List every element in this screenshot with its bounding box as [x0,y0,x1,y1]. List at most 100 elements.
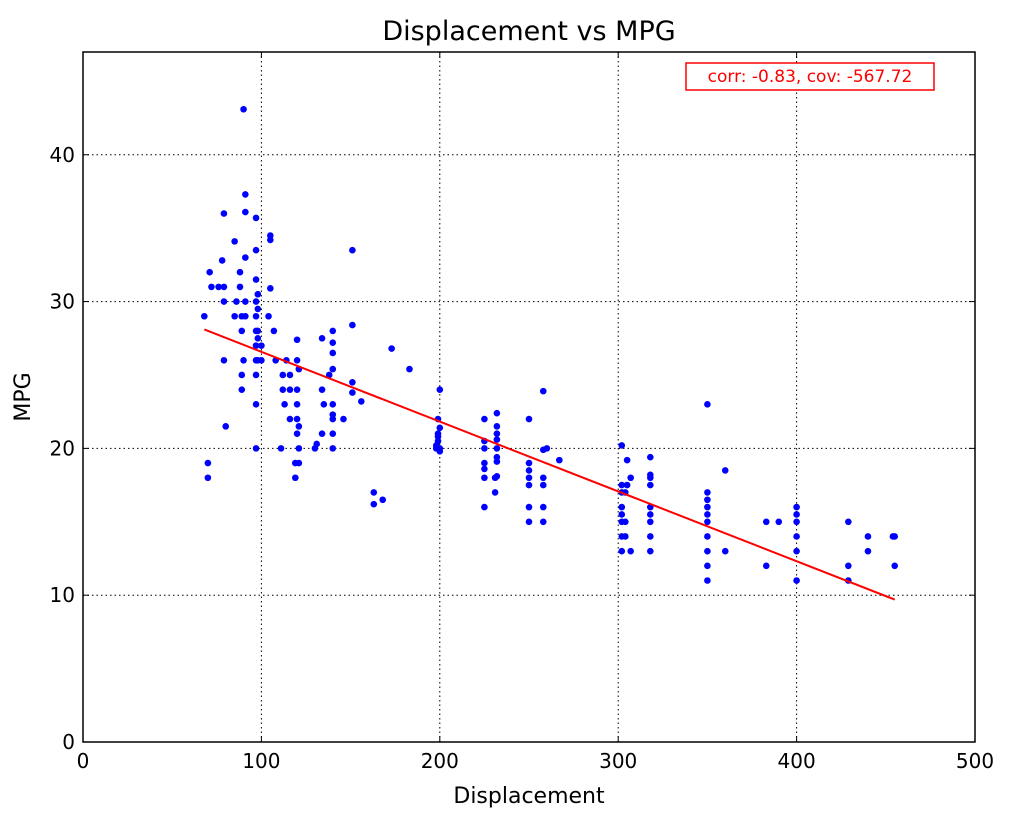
data-point [864,533,872,540]
grid [83,52,975,742]
data-point [627,547,634,555]
data-point [329,430,337,438]
data-point [329,327,337,335]
data-point [704,577,711,584]
data-point [277,445,285,452]
data-point [721,547,729,555]
data-point [539,518,547,526]
x-tick-label: 500 [956,749,994,773]
x-axis-title: Displacement [453,784,605,809]
data-point [525,415,533,423]
data-point [349,321,356,329]
data-point [762,562,770,570]
data-point [493,453,501,461]
data-point [525,503,533,511]
data-point [481,474,488,482]
data-point [240,105,247,113]
data-point [647,518,654,526]
data-point [215,283,222,291]
data-point [647,533,654,540]
data-point [704,496,711,504]
data-point [258,342,265,349]
data-point [252,298,260,305]
data-point [704,511,711,518]
data-point [206,268,213,276]
data-point [775,518,783,526]
data-point [793,577,800,584]
x-tick-label: 200 [421,749,459,773]
data-point [647,511,654,518]
data-point [493,409,501,417]
data-point [220,210,228,217]
plot-area-frame [82,51,976,743]
data-point [525,467,533,474]
data-point [208,283,215,291]
data-point [618,481,626,489]
data-point [647,471,654,479]
y-tick-label: 10 [50,583,75,607]
data-point [491,489,499,496]
data-point [286,415,294,423]
data-point [891,562,899,570]
data-point [493,445,501,452]
data-point [329,365,337,373]
data-point [481,459,488,467]
data-point [543,445,551,452]
x-tick-label: 300 [599,749,637,773]
data-point [481,445,488,452]
data-point [254,305,262,313]
data-point [252,312,260,320]
data-point [379,496,387,504]
data-point [286,386,294,393]
data-point [704,401,711,408]
data-point [845,518,852,526]
data-point [295,423,303,430]
data-point [539,503,547,511]
data-point [623,456,631,464]
data-point [525,474,533,482]
data-point [242,254,249,261]
data-point [286,371,294,379]
y-tick-label: 40 [50,143,75,167]
data-point [618,511,626,518]
data-point [618,547,626,555]
data-point [252,246,260,254]
data-point [370,489,378,496]
data-point [793,518,800,526]
data-point [525,518,533,526]
data-point [313,440,321,448]
data-point [252,342,260,349]
data-point [618,442,626,449]
data-point [231,238,238,245]
data-point [539,481,547,489]
data-point [525,481,533,489]
data-point [704,533,711,540]
data-point [258,356,265,364]
data-point [493,430,501,438]
data-point [254,327,262,335]
data-point [242,298,249,305]
data-point [704,489,711,496]
data-point [267,232,274,239]
data-point [240,356,247,364]
data-point [279,386,287,393]
data-point [293,430,301,438]
data-point [647,481,654,489]
data-point [845,562,852,570]
data-point [481,503,488,511]
data-point [358,398,365,405]
data-point [279,371,287,379]
data-point [539,474,547,482]
data-point [252,276,260,283]
data-point [233,298,240,305]
data-point [242,191,249,198]
data-point [539,387,547,395]
data-point [238,371,246,379]
data-point [231,312,238,320]
data-point [270,327,278,335]
data-point [647,547,654,555]
data-point [267,285,274,292]
data-point [293,356,301,364]
data-point [238,327,246,335]
